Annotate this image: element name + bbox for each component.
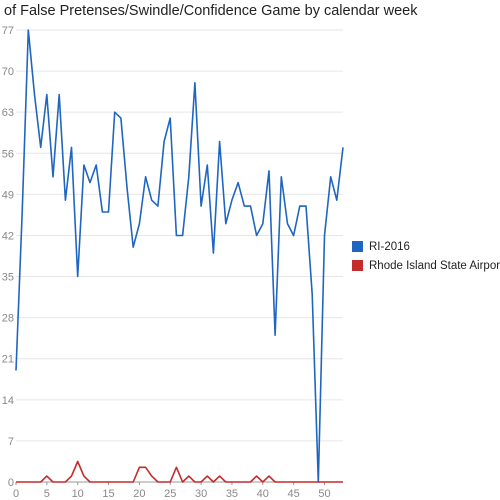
legend: RI-2016 Rhode Island State Airport [352, 241, 500, 272]
x-axis: 0 5 10 15 20 25 30 35 40 45 50 [13, 482, 331, 500]
x-tick-label-0: 0 [13, 488, 19, 500]
legend-label-1: RI-2016 [369, 241, 410, 253]
x-tick-label-30: 30 [195, 488, 207, 500]
y-tick-label-7: 7 [8, 436, 14, 448]
x-tick-label-10: 10 [72, 488, 84, 500]
x-tick-label-20: 20 [133, 488, 145, 500]
y-tick-label-42: 42 [2, 230, 14, 242]
y-tick-label-70: 70 [2, 66, 14, 78]
series-line-2 [16, 460, 343, 483]
grid-lines [16, 29, 343, 483]
y-tick-label-28: 28 [2, 313, 14, 325]
x-tick-label-40: 40 [257, 488, 269, 500]
y-tick-label-14: 14 [2, 395, 14, 407]
x-tick-label-45: 45 [288, 488, 300, 500]
y-tick-label-77: 77 [2, 25, 14, 37]
y-tick-label-21: 21 [2, 354, 14, 366]
series-line-1 [15, 29, 344, 483]
legend-swatch-1 [352, 241, 363, 252]
y-tick-label-56: 56 [2, 148, 14, 160]
legend-label-2: Rhode Island State Airport [369, 260, 500, 272]
series-lines [15, 29, 344, 483]
x-tick-label-25: 25 [164, 488, 176, 500]
chart-title: of False Pretenses/Swindle/Confidence Ga… [4, 3, 418, 19]
y-tick-label-35: 35 [2, 272, 14, 284]
y-tick-label-0: 0 [8, 477, 14, 489]
y-tick-label-49: 49 [2, 189, 14, 201]
x-tick-label-50: 50 [318, 488, 330, 500]
y-tick-label-63: 63 [2, 107, 14, 119]
x-tick-label-15: 15 [102, 488, 114, 500]
x-tick-label-35: 35 [226, 488, 238, 500]
x-tick-label-5: 5 [44, 488, 50, 500]
legend-swatch-2 [352, 260, 363, 271]
y-axis: 0 7 14 21 28 35 42 49 56 63 70 77 [2, 25, 14, 489]
